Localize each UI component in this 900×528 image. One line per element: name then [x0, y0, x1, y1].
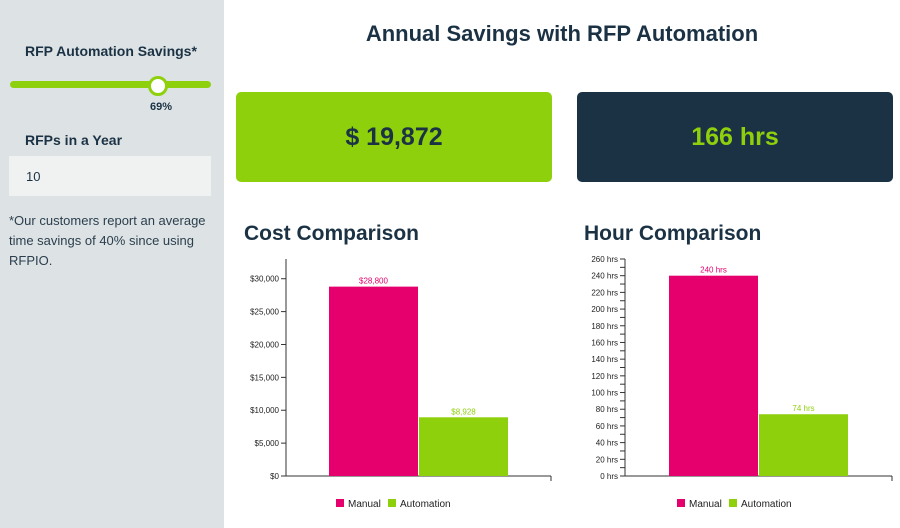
hour-comparison-chart: 0 hrs 20 hrs 40 hrs 60 hrs 80 hrs 100 hrs 120 … [591, 255, 893, 510]
hour-chart-title: Hour Comparison [584, 222, 762, 245]
y-tick-label: 100 hrs [591, 389, 618, 398]
y-tick-label: 240 hrs [591, 272, 618, 281]
savings-slider-thumb[interactable] [148, 76, 168, 96]
savings-label: RFP Automation Savings* [25, 43, 197, 59]
y-tick-label: 20 hrs [596, 455, 618, 464]
sidebar: RFP Automation Savings* 69% RFPs in a Ye… [0, 0, 224, 528]
legend-label-automation: Automation [400, 499, 451, 510]
y-tick-label: $5,000 [255, 439, 280, 448]
hours-savings-card: 166 hrs [577, 92, 893, 182]
y-tick-label: 40 hrs [596, 439, 618, 448]
legend-swatch-automation [729, 499, 737, 507]
y-tick-label: $20,000 [250, 340, 279, 349]
y-tick-label: $10,000 [250, 406, 279, 415]
y-tick-label: $25,000 [250, 308, 279, 317]
legend-label-manual: Manual [348, 499, 381, 510]
y-tick-label: 220 hrs [591, 288, 618, 297]
bar-value-label: 74 hrs [792, 404, 814, 413]
y-tick-label: $0 [270, 472, 279, 481]
bar-value-label: $28,800 [359, 277, 388, 286]
bar-value-label: $8,928 [451, 407, 476, 416]
savings-value: 69% [150, 101, 173, 113]
y-tick-label: 260 hrs [591, 255, 618, 264]
cost-savings-card: $ 19,872 [236, 92, 552, 182]
y-tick-label: 180 hrs [591, 322, 618, 331]
cost-chart-title: Cost Comparison [244, 222, 420, 245]
bar-manual [669, 275, 758, 476]
legend-swatch-manual [677, 499, 685, 507]
savings-note: *Our customers report an average time sa… [9, 213, 206, 268]
bar-manual [329, 286, 418, 476]
y-tick-label: 140 hrs [591, 355, 618, 364]
bar-automation [419, 417, 508, 476]
y-tick-label: 60 hrs [596, 422, 618, 431]
legend-label-manual: Manual [689, 499, 722, 510]
hours-savings-value: 166 hrs [691, 122, 779, 151]
cost-comparison-chart: $0 $5,000 $10,000 $15,000 $20,000 $25,000 $30,… [250, 259, 552, 510]
y-tick-label: 0 hrs [600, 472, 618, 481]
savings-slider-track[interactable] [10, 81, 211, 88]
rfps-label: RFPs in a Year [25, 132, 123, 148]
y-tick-label: 200 hrs [591, 305, 618, 314]
bar-value-label: 240 hrs [700, 266, 727, 275]
y-tick-label: 160 hrs [591, 338, 618, 347]
legend-label-automation: Automation [741, 499, 792, 510]
bar-automation [759, 414, 848, 476]
y-tick-label: $30,000 [250, 275, 279, 284]
rfps-input[interactable] [9, 156, 211, 196]
legend-swatch-automation [388, 499, 396, 507]
cost-savings-value: $ 19,872 [345, 122, 443, 151]
y-tick-label: $15,000 [250, 373, 279, 382]
page-title: Annual Savings with RFP Automation [365, 21, 759, 46]
y-tick-label: 80 hrs [596, 405, 618, 414]
legend-swatch-manual [336, 499, 344, 507]
y-tick-label: 120 hrs [591, 372, 618, 381]
